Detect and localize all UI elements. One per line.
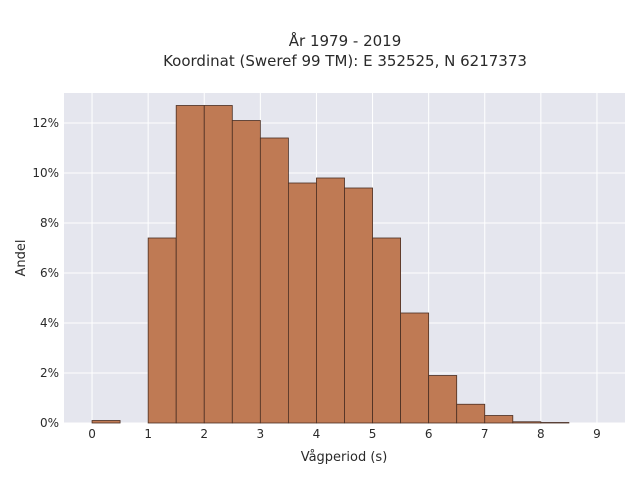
y-tick-label: 4% (40, 316, 59, 330)
histogram-bar (344, 187, 373, 424)
y-tick-label: 8% (40, 216, 59, 230)
x-axis-ticks: 0 1 2 3 4 5 6 7 8 9 (88, 427, 601, 441)
x-tick-label: 1 (144, 427, 152, 441)
y-tick-label: 12% (32, 116, 59, 130)
x-tick-label: 4 (313, 427, 321, 441)
histogram-bar (203, 105, 233, 424)
histogram-bar (147, 237, 177, 424)
x-tick-label: 3 (257, 427, 265, 441)
y-tick-label: 6% (40, 266, 59, 280)
y-tick-label: 0% (40, 416, 59, 430)
chart-title-line2: Koordinat (Sweref 99 TM): E 352525, N 62… (163, 52, 527, 70)
bars (91, 105, 570, 424)
x-tick-label: 6 (425, 427, 433, 441)
histogram-bar (400, 312, 430, 424)
histogram-bar (456, 403, 486, 424)
histogram-bar (231, 120, 261, 424)
histogram-bar (91, 420, 121, 424)
y-tick-label: 10% (32, 166, 59, 180)
x-tick-label: 0 (88, 427, 96, 441)
histogram-bar (484, 415, 514, 424)
histogram-bar (540, 422, 570, 424)
x-axis-label: Vågperiod (s) (301, 450, 388, 465)
histogram-bar (175, 105, 205, 424)
y-tick-label: 2% (40, 366, 59, 380)
histogram-bar (287, 182, 317, 424)
x-tick-label: 9 (593, 427, 601, 441)
histogram-bar (316, 177, 345, 424)
histogram-bar (512, 421, 542, 424)
chart-title-line1: År 1979 - 2019 (289, 31, 402, 50)
y-axis-ticks: 0% 2% 4% 6% 8% 10% 12% (32, 116, 59, 430)
x-tick-label: 5 (369, 427, 377, 441)
histogram-bar (372, 237, 401, 424)
y-axis-label: Andel (14, 240, 29, 277)
histogram-bar (428, 375, 458, 424)
x-tick-label: 7 (481, 427, 489, 441)
x-tick-label: 2 (200, 427, 208, 441)
x-tick-label: 8 (537, 427, 545, 441)
histogram-bar (259, 137, 289, 424)
